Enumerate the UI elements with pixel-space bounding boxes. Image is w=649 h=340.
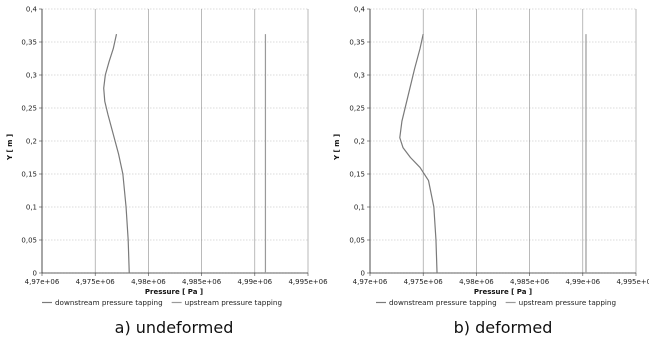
x-tick-label: 4,97e+06 (25, 278, 60, 286)
legend-label: upstream pressure tapping (185, 298, 282, 307)
y-tick-label: 0,05 (349, 237, 365, 245)
x-axis-label: Pressure [ Pa ] (474, 288, 532, 296)
x-tick-label: 4,985e+06 (182, 278, 222, 286)
y-tick-label: 0,35 (21, 39, 37, 47)
x-tick-label: 4,995e+06 (288, 278, 328, 286)
x-axis-label: Pressure [ Pa ] (145, 288, 203, 296)
chart-caption: a) undeformed (115, 318, 234, 337)
y-tick-label: 0,4 (26, 6, 38, 14)
series-line-downstream (103, 33, 130, 274)
y-tick-label: 0,15 (349, 171, 365, 179)
x-tick-label: 4,99e+06 (565, 278, 600, 286)
y-tick-label: 0,05 (21, 237, 37, 245)
chart-caption: b) deformed (454, 318, 553, 337)
y-tick-label: 0,4 (354, 6, 366, 14)
y-tick-label: 0,1 (26, 204, 37, 212)
y-tick-label: 0,25 (21, 105, 37, 113)
chart-panel-undeformed: Y [ m ] Pressure [ Pa ] a) undeformed 0 0… (6, 6, 328, 338)
y-axis-label: Y [ m ] (333, 134, 341, 161)
legend-label: downstream pressure tapping (389, 298, 497, 307)
y-tick-label: 0,2 (26, 138, 37, 146)
legend-label: downstream pressure tapping (55, 298, 163, 307)
x-tick-label: 4,98e+06 (459, 278, 494, 286)
y-tick-label: 0,2 (354, 138, 365, 146)
x-tick-label: 4,98e+06 (131, 278, 166, 286)
x-tick-label: 4,975e+06 (76, 278, 116, 286)
x-tick-label: 4,99e+06 (237, 278, 272, 286)
y-tick-label: 0 (33, 270, 37, 278)
legend-label: upstream pressure tapping (519, 298, 616, 307)
y-axis-label: Y [ m ] (6, 134, 14, 161)
y-tick-label: 0,15 (21, 171, 37, 179)
x-tick-label: 4,985e+06 (510, 278, 550, 286)
x-tick-label: 4,995e+06 (616, 278, 649, 286)
y-tick-label: 0,1 (354, 204, 365, 212)
y-tick-label: 0 (361, 270, 365, 278)
x-tick-label: 4,97e+06 (353, 278, 388, 286)
y-tick-label: 0,3 (354, 72, 365, 80)
y-tick-label: 0,3 (26, 72, 37, 80)
series-line-downstream (399, 33, 438, 274)
x-tick-label: 4,975e+06 (404, 278, 444, 286)
y-tick-label: 0,25 (349, 105, 365, 113)
y-tick-label: 0,35 (349, 39, 365, 47)
chart-panel-deformed: Y [ m ] Pressure [ Pa ] b) deformed 0 0,0… (333, 6, 649, 338)
